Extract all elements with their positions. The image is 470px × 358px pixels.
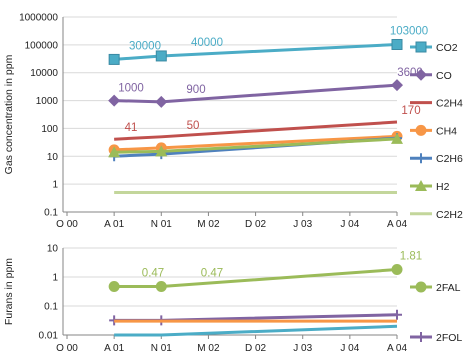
- data-label: 50: [187, 120, 200, 132]
- x-tick-label: A 01: [104, 219, 124, 230]
- x-tick-label: O 00: [56, 219, 78, 230]
- series-co2: 30000 40000 103000: [108, 25, 428, 65]
- legend-item-co: CO: [410, 68, 452, 82]
- legend-marker: [416, 332, 426, 342]
- series-h2: [108, 132, 403, 158]
- y-tick-label: 0.1: [44, 302, 58, 313]
- chart-panel-1: 0.1 1 10 100 1000 10000 100000 1000000 O 00 A 01 N…: [3, 13, 463, 231]
- y-tick-label: 10: [47, 244, 59, 255]
- y-tick-label: 10: [47, 152, 59, 163]
- legend-label: C2H4: [436, 98, 463, 110]
- x-tick-label: J 04: [340, 219, 359, 230]
- x-tick-label: M 02: [197, 343, 220, 354]
- y-tick-label: 0.01: [39, 331, 59, 342]
- x-tick-label: A 04: [387, 343, 407, 354]
- data-point: [392, 309, 402, 320]
- legend-marker: [415, 124, 427, 136]
- data-point: [391, 79, 403, 92]
- legend-label: CH4: [436, 125, 457, 137]
- data-label: 170: [401, 105, 420, 117]
- data-label: 0.47: [142, 268, 164, 280]
- legend-label: 2FOL: [436, 332, 462, 344]
- data-label: 30000: [129, 40, 161, 52]
- legend-marker: [415, 41, 427, 53]
- x-tick-label: N 01: [151, 343, 173, 354]
- legend-label: C2H6: [436, 153, 463, 165]
- data-point: [155, 281, 167, 293]
- data-point: [108, 281, 120, 293]
- data-label: 40000: [191, 37, 223, 49]
- y-tick-label: 100: [41, 124, 58, 135]
- legend-item-co2: CO2: [410, 41, 458, 54]
- data-point: [108, 146, 121, 158]
- y-tick-label: 100000: [25, 40, 59, 51]
- data-point: [391, 264, 403, 276]
- legend-item-2fol: 2FOL: [410, 332, 462, 344]
- x-tick-label: M 02: [197, 219, 220, 230]
- legend-label: C2H2: [436, 209, 463, 221]
- y-tick-label: 10000: [30, 68, 58, 79]
- legend-item-c2h4: C2H4: [410, 98, 463, 110]
- chart-panel-2: 0.01 0.1 1 10 O 00 A 01 N 01 M 02 D 02 J 03 J 04 A …: [3, 244, 462, 355]
- series-unnamed-3: [114, 324, 398, 337]
- data-point: [108, 53, 120, 65]
- data-point: [155, 145, 168, 157]
- data-point: [155, 95, 168, 108]
- y-tick-label: 0.1: [44, 208, 58, 219]
- data-label: 1.81: [400, 251, 422, 263]
- data-label: 103000: [390, 25, 428, 37]
- x-tick-label: O 00: [56, 343, 78, 354]
- data-label: 41: [125, 122, 138, 134]
- x-tick-label: D 02: [245, 343, 267, 354]
- x-tick-label: J 03: [293, 343, 312, 354]
- legend-label: CO: [436, 70, 452, 82]
- legend-item-ch4: CH4: [410, 124, 457, 137]
- series-c2h4: 41 50 170: [114, 105, 421, 141]
- legend-label: 2FAL: [436, 282, 461, 294]
- y-axis-label: Gas concentration in ppm: [3, 54, 15, 174]
- series-line: [114, 120, 398, 141]
- x-tick-label: D 02: [245, 219, 267, 230]
- y-tick-label: 1000: [36, 96, 59, 107]
- data-point: [108, 94, 121, 107]
- legend-marker: [415, 180, 427, 191]
- data-point: [155, 50, 167, 62]
- legend-label: H2: [436, 181, 450, 193]
- legend-label: CO2: [436, 42, 458, 54]
- x-tick-label: A 04: [387, 219, 407, 230]
- series-line: [114, 83, 398, 104]
- legend-item-h2: H2: [410, 180, 450, 193]
- y-tick-label: 1: [52, 273, 58, 284]
- series-2fal: 0.47 0.47 1.81: [108, 251, 422, 293]
- x-tick-label: A 01: [104, 343, 124, 354]
- data-label: 900: [186, 84, 205, 96]
- legend-item-2fal: 2FAL: [410, 281, 461, 294]
- y-tick-label: 1: [52, 180, 58, 191]
- legend-marker: [416, 153, 426, 164]
- series-line: [114, 324, 398, 337]
- data-point: [391, 38, 403, 50]
- series-2fol: [109, 309, 402, 326]
- data-label: 0.47: [201, 268, 223, 280]
- data-point: [391, 132, 403, 144]
- x-tick-label: J 04: [340, 343, 359, 354]
- y-axis-label: Furans in ppm: [3, 258, 15, 325]
- legend-item-c2h6: C2H6: [410, 153, 463, 165]
- y-tick-label: 1000000: [19, 13, 58, 24]
- legend-marker: [415, 281, 427, 293]
- legend-item-c2h2: C2H2: [410, 209, 463, 221]
- x-tick-label: N 01: [151, 219, 173, 230]
- legend-marker: [415, 68, 427, 81]
- data-label: 1000: [118, 83, 144, 95]
- x-tick-label: J 03: [293, 219, 312, 230]
